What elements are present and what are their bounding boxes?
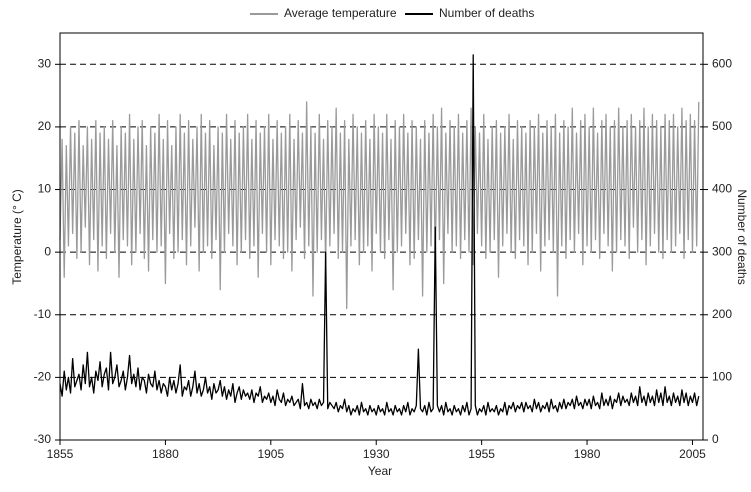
x-tick-label: 1980 xyxy=(574,447,601,461)
y-tick-label: -20 xyxy=(34,370,52,384)
y2-tick-label: 400 xyxy=(712,182,732,196)
x-tick-label: 2005 xyxy=(679,447,706,461)
y-tick-label: 10 xyxy=(38,182,52,196)
x-tick-label: 1855 xyxy=(47,447,74,461)
legend-label: Average temperature xyxy=(284,6,397,20)
y2-axis-label: Number of deaths xyxy=(735,189,749,284)
x-tick-label: 1880 xyxy=(152,447,179,461)
y-tick-label: -10 xyxy=(34,307,52,321)
y-tick-label: -30 xyxy=(34,432,52,446)
y2-tick-label: 100 xyxy=(712,370,732,384)
y2-tick-label: 600 xyxy=(712,56,732,70)
x-tick-label: 1930 xyxy=(363,447,390,461)
x-axis-label: Year xyxy=(368,464,392,478)
plot-frame xyxy=(59,32,704,441)
series-line xyxy=(59,54,700,416)
y2-tick-label: 200 xyxy=(712,307,732,321)
legend-label: Number of deaths xyxy=(439,6,534,20)
x-tick-label: 1955 xyxy=(468,447,495,461)
x-tick-label: 1905 xyxy=(257,447,284,461)
y-tick-label: 0 xyxy=(44,244,51,258)
y2-tick-label: 500 xyxy=(712,119,732,133)
y-axis-label: Temperature (° C) xyxy=(10,189,24,285)
y2-tick-label: 300 xyxy=(712,244,732,258)
series-line xyxy=(59,101,700,310)
y2-tick-label: 0 xyxy=(712,432,719,446)
y-tick-label: 20 xyxy=(38,119,52,133)
y-tick-label: 30 xyxy=(38,56,52,70)
